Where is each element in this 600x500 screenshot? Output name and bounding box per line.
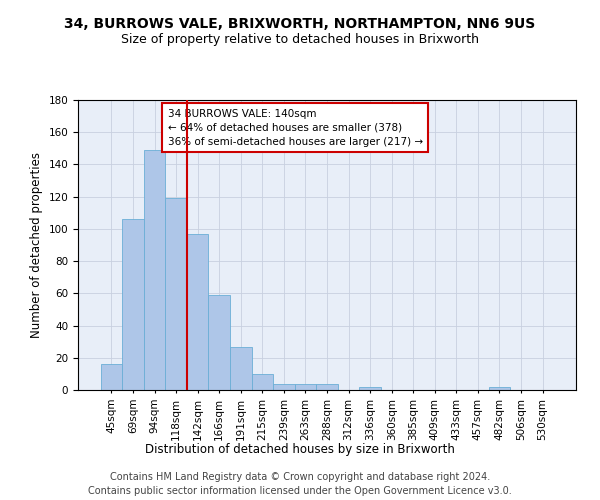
Bar (208, 295, 230, 390)
Bar (101, 364, 122, 390)
Bar (273, 384, 295, 390)
Bar (122, 219, 144, 390)
Bar (316, 384, 338, 390)
Y-axis label: Number of detached properties: Number of detached properties (30, 152, 43, 338)
Bar (488, 387, 510, 390)
Text: Size of property relative to detached houses in Brixworth: Size of property relative to detached ho… (121, 32, 479, 46)
Text: Contains public sector information licensed under the Open Government Licence v3: Contains public sector information licen… (88, 486, 512, 496)
Text: 34 BURROWS VALE: 140sqm
← 64% of detached houses are smaller (378)
36% of semi-d: 34 BURROWS VALE: 140sqm ← 64% of detache… (167, 108, 423, 146)
Bar (359, 387, 381, 390)
Bar (230, 346, 251, 390)
Bar (144, 150, 166, 390)
Bar (251, 374, 273, 390)
Text: 34, BURROWS VALE, BRIXWORTH, NORTHAMPTON, NN6 9US: 34, BURROWS VALE, BRIXWORTH, NORTHAMPTON… (64, 18, 536, 32)
Text: Distribution of detached houses by size in Brixworth: Distribution of detached houses by size … (145, 442, 455, 456)
Text: Contains HM Land Registry data © Crown copyright and database right 2024.: Contains HM Land Registry data © Crown c… (110, 472, 490, 482)
Bar (295, 384, 316, 390)
Bar (187, 234, 208, 390)
Bar (166, 198, 187, 390)
